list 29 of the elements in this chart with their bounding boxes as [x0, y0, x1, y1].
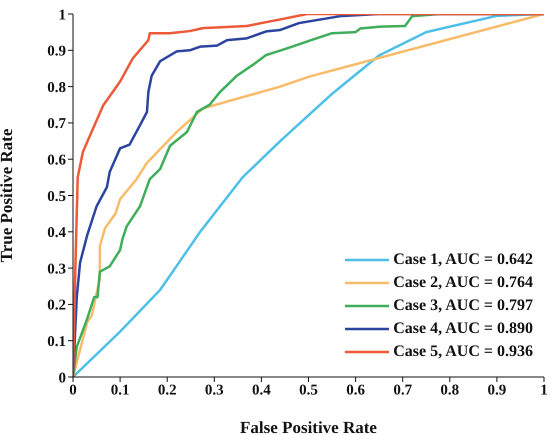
x-tick-label: 1: [540, 382, 548, 399]
y-tick-label: 0: [58, 370, 66, 386]
x-tick-label: 0.7: [393, 382, 413, 399]
y-tick-label: 0.1: [47, 334, 66, 350]
x-tick-label: 0.4: [252, 382, 272, 399]
y-axis-title: True Positive Rate: [0, 128, 16, 262]
x-tick-label: 0.1: [110, 382, 130, 399]
y-tick-label: 1: [58, 7, 66, 24]
y-tick-label: 0.7: [47, 116, 66, 132]
x-tick-label: 0.5: [299, 382, 318, 399]
legend-label: Case 5, AUC = 0.936: [393, 342, 533, 360]
x-tick-label: 0: [69, 382, 77, 399]
x-tick-label: 0.6: [346, 382, 366, 399]
y-tick-label: 0.3: [47, 261, 66, 278]
legend-label: Case 2, AUC = 0.764: [393, 274, 533, 292]
x-axis-title: False Positive Rate: [240, 418, 378, 435]
legend-label: Case 3, AUC = 0.797: [393, 296, 533, 314]
y-tick-label: 0.5: [47, 188, 66, 205]
x-tick-label: 0.8: [440, 382, 460, 399]
y-tick-label: 0.2: [47, 298, 66, 314]
y-tick-label: 0.4: [47, 225, 66, 242]
y-tick-label: 0.6: [47, 152, 66, 169]
x-tick-label: 0.2: [158, 382, 177, 399]
legend-label: Case 4, AUC = 0.890: [393, 320, 533, 338]
x-tick-label: 0.3: [204, 382, 224, 399]
y-tick-label: 0.9: [47, 44, 66, 60]
legend-label: Case 1, AUC = 0.642: [393, 250, 533, 268]
x-tick-label: 0.9: [488, 382, 506, 399]
y-tick-label: 0.8: [47, 80, 66, 96]
